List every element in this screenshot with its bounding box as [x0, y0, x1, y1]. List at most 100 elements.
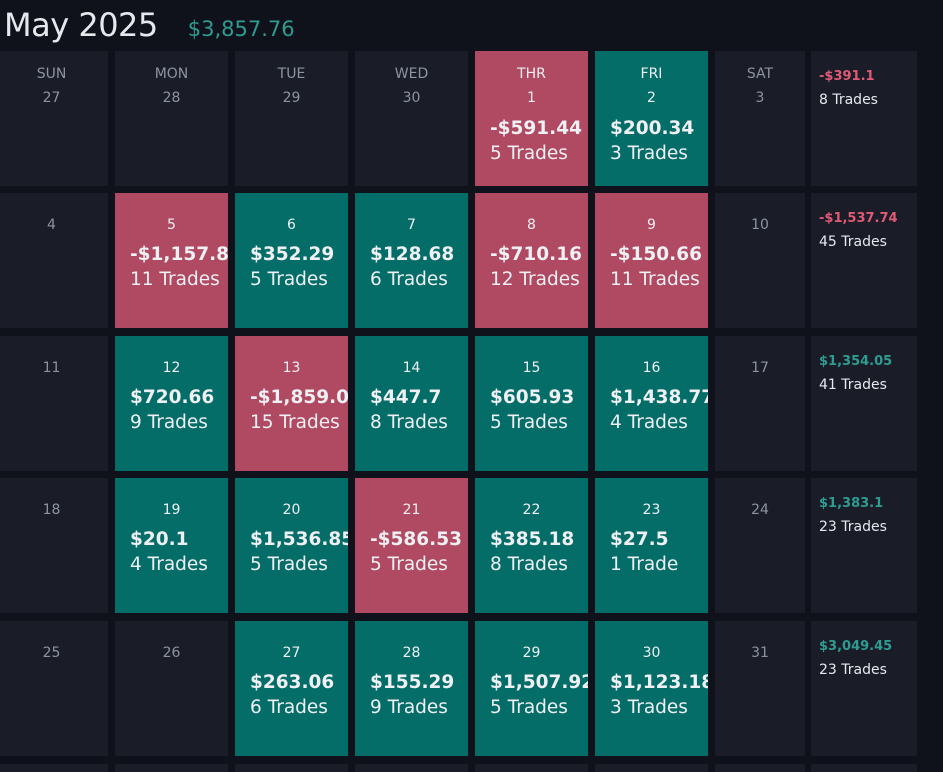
day-trade-count: 5 Trades	[490, 412, 568, 433]
week-trade-count: 41 Trades	[819, 377, 887, 393]
day-cell-fri[interactable]: 30 $1,123.18 3 Trades	[595, 621, 708, 756]
day-cell-mon[interactable]: MON 28	[115, 51, 228, 186]
day-pnl: $263.06	[250, 672, 335, 693]
day-cell-sun[interactable]: 18	[0, 478, 108, 613]
day-trade-count: 8 Trades	[490, 554, 568, 575]
next-week-cell-partial	[235, 764, 348, 772]
day-cell-wed[interactable]: WED 30	[355, 51, 468, 186]
day-cell-fri[interactable]: 16 $1,438.77 4 Trades	[595, 336, 708, 471]
day-cell-sun[interactable]: SUN 27	[0, 51, 108, 186]
day-number: 17	[751, 360, 769, 376]
day-number: 28	[162, 90, 181, 106]
day-number: 1	[527, 90, 536, 106]
day-cell-fri[interactable]: FRI 2 $200.34 3 Trades	[595, 51, 708, 186]
day-trade-count: 6 Trades	[250, 697, 328, 718]
day-pnl: -$586.53	[370, 529, 462, 550]
day-cell-tue[interactable]: TUE 29	[235, 51, 348, 186]
weekday-label: SAT	[746, 66, 774, 82]
day-trade-count: 9 Trades	[370, 697, 448, 718]
day-number: 30	[402, 90, 421, 106]
week-pnl: $3,049.45	[819, 639, 893, 654]
day-cell-mon[interactable]: 12 $720.66 9 Trades	[115, 336, 228, 471]
next-week-cell-partial	[0, 764, 108, 772]
day-pnl: $1,123.18	[610, 672, 708, 693]
day-trade-count: 5 Trades	[250, 554, 328, 575]
day-trade-count: 5 Trades	[490, 143, 568, 164]
week-summary: -$1,537.74 45 Trades	[811, 193, 917, 328]
day-number: 6	[287, 217, 296, 233]
day-pnl: $720.66	[130, 387, 215, 408]
day-cell-tue[interactable]: 13 -$1,859.01 15 Trades	[235, 336, 348, 471]
day-number: 24	[751, 502, 769, 518]
day-number: 29	[522, 645, 541, 661]
day-cell-thu[interactable]: THR 1 -$591.44 5 Trades	[475, 51, 588, 186]
day-number: 14	[402, 360, 421, 376]
day-number: 7	[407, 217, 416, 233]
day-number: 27	[282, 645, 301, 661]
day-pnl: $605.93	[490, 387, 575, 408]
day-trade-count: 5 Trades	[370, 554, 448, 575]
day-cell-sun[interactable]: 11	[0, 336, 108, 471]
weekday-label: WED	[394, 66, 429, 82]
weekday-label: THR	[517, 66, 546, 82]
week-trade-count: 45 Trades	[819, 234, 887, 250]
day-trade-count: 1 Trade	[610, 554, 679, 575]
day-cell-sat[interactable]: 10	[715, 193, 805, 328]
day-cell-wed[interactable]: 28 $155.29 9 Trades	[355, 621, 468, 756]
day-pnl: $128.68	[370, 244, 455, 265]
day-pnl: $20.1	[130, 529, 189, 550]
day-number: 18	[42, 502, 61, 518]
day-cell-sat[interactable]: 24	[715, 478, 805, 613]
day-cell-mon[interactable]: 19 $20.1 4 Trades	[115, 478, 228, 613]
day-cell-thu[interactable]: 8 -$710.16 12 Trades	[475, 193, 588, 328]
day-number: 27	[42, 90, 61, 106]
next-week-cell-partial	[811, 764, 917, 772]
month-title: May 2025	[4, 6, 158, 44]
day-cell-sat[interactable]: SAT 3	[715, 51, 805, 186]
day-pnl: $385.18	[490, 529, 575, 550]
day-cell-sun[interactable]: 4	[0, 193, 108, 328]
day-number: 15	[522, 360, 541, 376]
day-trade-count: 3 Trades	[610, 697, 688, 718]
day-cell-mon[interactable]: 26	[115, 621, 228, 756]
week-pnl: $1,354.05	[819, 354, 893, 369]
day-number: 26	[162, 645, 181, 661]
day-cell-mon[interactable]: 5 -$1,157.89 11 Trades	[115, 193, 228, 328]
day-cell-fri[interactable]: 23 $27.5 1 Trade	[595, 478, 708, 613]
day-pnl: $27.5	[610, 529, 669, 550]
day-cell-tue[interactable]: 20 $1,536.85 5 Trades	[235, 478, 348, 613]
day-cell-sat[interactable]: 17	[715, 336, 805, 471]
week-trade-count: 23 Trades	[819, 662, 887, 678]
day-trade-count: 6 Trades	[370, 269, 448, 290]
day-number: 13	[282, 360, 301, 376]
calendar-header: May 2025 $3,857.76	[4, 6, 295, 46]
day-cell-thu[interactable]: 15 $605.93 5 Trades	[475, 336, 588, 471]
day-cell-wed[interactable]: 21 -$586.53 5 Trades	[355, 478, 468, 613]
day-pnl: -$150.66	[610, 244, 702, 265]
next-week-cell-partial	[475, 764, 588, 772]
week-pnl: -$391.1	[819, 69, 875, 84]
day-cell-tue[interactable]: 27 $263.06 6 Trades	[235, 621, 348, 756]
day-cell-sun[interactable]: 25	[0, 621, 108, 756]
day-cell-fri[interactable]: 9 -$150.66 11 Trades	[595, 193, 708, 328]
day-pnl: -$710.16	[490, 244, 582, 265]
day-pnl: $1,438.77	[610, 387, 708, 408]
day-number: 19	[162, 502, 181, 518]
day-cell-wed[interactable]: 7 $128.68 6 Trades	[355, 193, 468, 328]
day-cell-sat[interactable]: 31	[715, 621, 805, 756]
day-trade-count: 8 Trades	[370, 412, 448, 433]
day-trade-count: 4 Trades	[610, 412, 688, 433]
day-trade-count: 5 Trades	[250, 269, 328, 290]
next-week-cell-partial	[715, 764, 805, 772]
day-cell-wed[interactable]: 14 $447.7 8 Trades	[355, 336, 468, 471]
day-cell-thu[interactable]: 29 $1,507.92 5 Trades	[475, 621, 588, 756]
month-total-pnl: $3,857.76	[187, 17, 295, 41]
day-number: 9	[647, 217, 656, 233]
next-week-cell-partial	[355, 764, 468, 772]
day-number: 2	[647, 90, 656, 106]
day-cell-thu[interactable]: 22 $385.18 8 Trades	[475, 478, 588, 613]
day-number: 25	[42, 645, 61, 661]
day-trade-count: 4 Trades	[130, 554, 208, 575]
week-summary: $1,354.05 41 Trades	[811, 336, 917, 471]
day-cell-tue[interactable]: 6 $352.29 5 Trades	[235, 193, 348, 328]
